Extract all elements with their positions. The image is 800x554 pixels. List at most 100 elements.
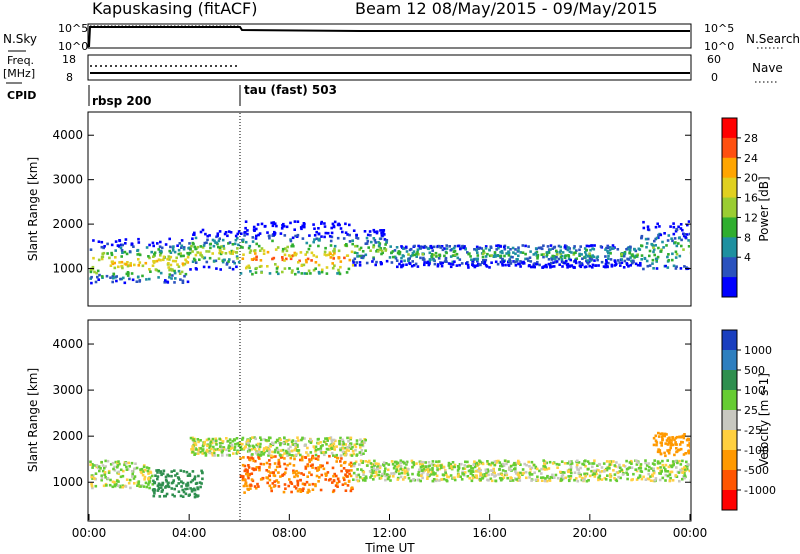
- range-time-cell: [283, 259, 286, 262]
- range-time-cell: [498, 476, 502, 480]
- range-time-cell: [430, 470, 434, 474]
- range-time-cell: [661, 434, 665, 437]
- range-time-cell: [296, 484, 300, 487]
- range-time-cell: [620, 258, 624, 261]
- range-time-cell: [191, 237, 194, 240]
- range-time-cell: [358, 261, 362, 264]
- range-time-cell: [435, 479, 438, 483]
- range-time-cell: [495, 248, 498, 251]
- range-time-cell: [331, 481, 334, 484]
- range-time-cell: [391, 250, 395, 253]
- range-time-cell: [281, 448, 285, 452]
- range-time-cell: [684, 236, 687, 239]
- range-time-cell: [632, 259, 635, 263]
- range-time-cell: [321, 464, 324, 468]
- range-time-cell: [226, 261, 229, 265]
- x-tick-label: 04:00: [172, 526, 207, 540]
- range-time-cell: [151, 264, 155, 267]
- range-time-cell: [536, 257, 539, 260]
- range-time-cell: [281, 256, 284, 259]
- range-time-cell: [159, 251, 163, 255]
- range-time-cell: [492, 255, 496, 258]
- range-time-cell: [266, 449, 269, 453]
- range-time-cell: [258, 232, 262, 235]
- range-time-cell: [665, 244, 668, 247]
- range-time-cell: [660, 470, 663, 473]
- range-time-cell: [500, 477, 504, 481]
- range-time-cell: [250, 448, 254, 451]
- range-time-cell: [478, 462, 481, 465]
- range-time-cell: [186, 481, 190, 485]
- range-time-cell: [678, 435, 681, 439]
- range-time-cell: [619, 466, 622, 470]
- range-time-cell: [273, 233, 276, 236]
- range-time-cell: [557, 244, 561, 248]
- range-time-cell: [339, 265, 342, 269]
- range-time-cell: [345, 469, 348, 472]
- range-time-cell: [489, 463, 493, 467]
- range-time-cell: [192, 438, 195, 441]
- range-time-cell: [348, 472, 351, 476]
- range-time-cell: [556, 466, 559, 469]
- range-time-cell: [548, 479, 552, 482]
- range-time-cell: [473, 475, 476, 479]
- range-time-cell: [251, 457, 255, 460]
- range-time-cell: [90, 474, 94, 477]
- range-time-cell: [279, 443, 282, 447]
- range-time-cell: [316, 469, 319, 472]
- range-time-cell: [169, 251, 173, 254]
- range-time-cell: [155, 268, 159, 272]
- range-time-cell: [471, 474, 475, 477]
- cpid-program-rbsp: rbsp 200: [92, 94, 151, 108]
- range-time-cell: [656, 255, 660, 259]
- range-time-cell: [660, 435, 664, 439]
- range-time-cell: [449, 262, 452, 266]
- range-time-cell: [447, 262, 451, 265]
- range-time-cell: [360, 256, 363, 259]
- range-time-cell: [381, 230, 385, 234]
- range-time-cell: [105, 484, 108, 487]
- range-time-cell: [422, 246, 426, 249]
- range-time-cell: [275, 270, 279, 274]
- range-time-cell: [166, 483, 170, 486]
- range-time-cell: [320, 220, 323, 224]
- range-time-cell: [572, 246, 576, 250]
- range-time-cell: [386, 477, 390, 481]
- range-time-cell: [210, 447, 213, 451]
- range-time-cell: [490, 254, 493, 257]
- range-time-cell: [505, 460, 509, 464]
- range-time-cell: [549, 248, 552, 251]
- range-time-cell: [679, 463, 683, 466]
- range-time-cell: [329, 436, 333, 439]
- range-time-cell: [315, 237, 319, 240]
- range-time-cell: [308, 440, 311, 443]
- range-time-cell: [542, 253, 545, 256]
- range-time-cell: [578, 248, 581, 252]
- range-time-cell: [268, 478, 272, 482]
- range-time-cell: [191, 479, 194, 482]
- range-time-cell: [411, 260, 414, 263]
- range-time-cell: [481, 252, 485, 256]
- range-time-cell: [306, 446, 309, 450]
- range-time-cell: [147, 477, 150, 481]
- range-time-cell: [622, 266, 626, 269]
- range-time-cell: [289, 221, 292, 225]
- range-time-cell: [235, 452, 239, 455]
- range-time-cell: [562, 477, 565, 481]
- range-time-cell: [206, 444, 209, 448]
- range-time-cell: [105, 274, 109, 278]
- range-time-cell: [124, 263, 128, 266]
- range-time-cell: [113, 465, 116, 469]
- range-time-cell: [227, 449, 231, 452]
- range-time-cell: [640, 258, 643, 261]
- range-time-cell: [507, 460, 510, 463]
- range-time-cell: [680, 467, 684, 471]
- range-time-cell: [283, 457, 286, 460]
- range-time-cell: [232, 260, 235, 263]
- range-time-cell: [445, 260, 448, 263]
- range-time-cell: [241, 442, 244, 446]
- range-time-cell: [313, 234, 317, 237]
- range-time-cell: [579, 473, 582, 477]
- range-time-cell: [382, 463, 385, 466]
- range-time-cell: [300, 458, 304, 462]
